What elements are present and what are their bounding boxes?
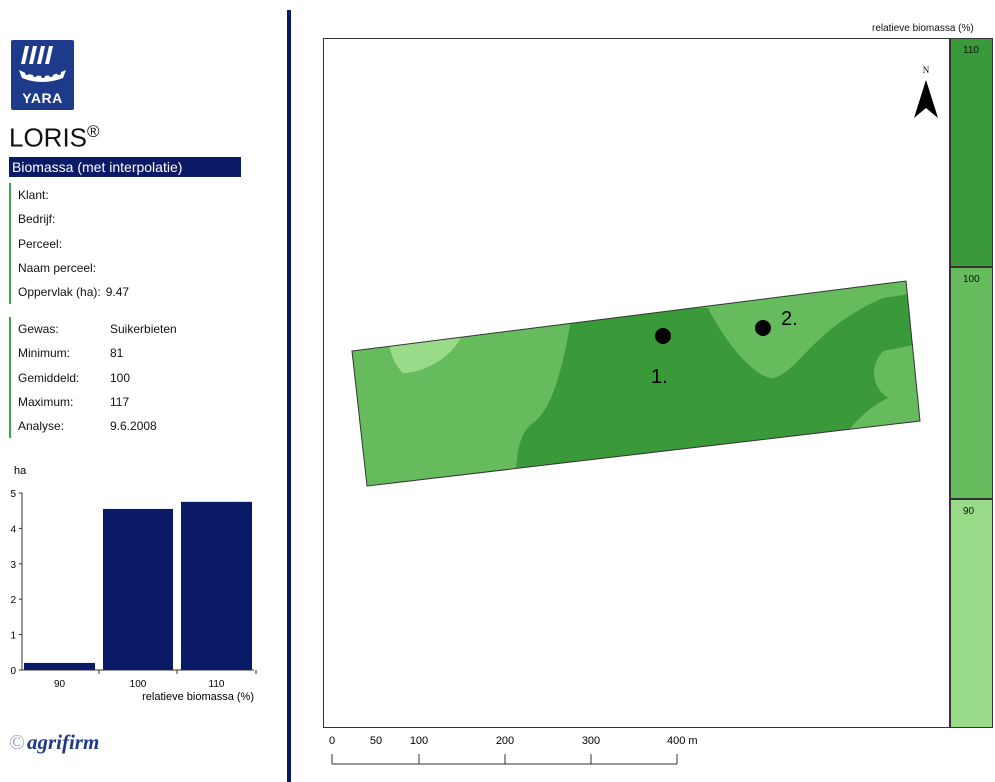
scale-ticks: 0 50 100 200 300 400 m: [329, 735, 698, 764]
north-arrow-icon: [914, 80, 938, 118]
scale-bar: 0 50 100 200 300 400 m: [329, 735, 698, 765]
scale-label: 300: [582, 735, 600, 747]
info-label: Minimum:: [18, 346, 71, 361]
y-tick-label: 4: [10, 524, 16, 535]
info-value: Suikerbieten: [110, 322, 177, 336]
scale-label: 0: [329, 735, 335, 747]
x-tick-label: 110: [209, 679, 225, 690]
y-tick-label: 0: [10, 666, 16, 677]
scale-label: 200: [496, 735, 514, 747]
info-row-average: Gemiddeld: 100: [18, 366, 177, 390]
info-row-area: Oppervlak (ha): 9.47: [18, 280, 129, 304]
info-row-parcel-name: Naam perceel:: [18, 256, 129, 280]
y-axis-label: ha: [14, 465, 27, 477]
info-label: Klant:: [18, 188, 49, 202]
sample-label-2: 2.: [781, 308, 798, 330]
biomass-map: 1. 2. N: [351, 65, 938, 487]
x-ticks: 90 100 110: [54, 670, 257, 690]
legend-item-90: 90: [950, 499, 993, 728]
biomass-histogram: ha 0 1 2 3 4 5 90 100 110 relatieve biomassa (%…: [10, 465, 257, 703]
map-frame: [323, 38, 950, 728]
info-value: 9.47: [105, 285, 130, 300]
y-tick: 5: [10, 489, 22, 500]
bar-100: [103, 508, 173, 670]
y-tick-label: 1: [10, 631, 16, 642]
bar-90: [24, 662, 95, 670]
field-outline: [351, 280, 921, 487]
yara-logo: YARA: [11, 40, 74, 110]
info-label: Gemiddeld:: [18, 370, 80, 385]
report-title: Biomassa (met interpolatie): [9, 157, 241, 177]
info-row-maximum: Maximum: 117: [18, 390, 177, 414]
legend-title: relatieve biomassa (%): [872, 23, 974, 34]
field-zones: [352, 281, 920, 486]
y-ticks: 0 1 2 3 4 5: [10, 489, 22, 677]
scale-label: 50: [370, 735, 382, 747]
sample-point-1: [655, 328, 671, 344]
x-tick-label: 100: [130, 679, 147, 690]
info-row-analysis: Analyse: 9.6.2008: [18, 414, 177, 438]
info-label: Naam perceel:: [18, 260, 97, 275]
scale-label: 400 m: [667, 735, 698, 747]
info-label: Analyse:: [18, 419, 65, 434]
partner-name: agrifirm: [26, 730, 100, 754]
agrifirm-logo: ©agrifirm: [9, 730, 99, 755]
info-value: 100: [110, 370, 131, 385]
copyright-icon: ©: [9, 730, 25, 754]
bars: [24, 501, 252, 670]
info-row-company: Bedrijf:: [18, 207, 129, 231]
y-tick: 2: [10, 595, 22, 606]
y-tick: 0: [10, 666, 22, 677]
zone-100-edge: [843, 338, 920, 438]
info-row-parcel: Perceel:: [18, 232, 129, 256]
y-tick-label: 2: [10, 595, 16, 606]
info-value: 9.6.2008: [110, 419, 157, 434]
viking-ship-icon: [19, 46, 66, 82]
y-tick-label: 3: [10, 560, 16, 571]
bar-110: [181, 501, 252, 670]
info-label: Gewas:: [18, 322, 59, 336]
field-info-group: Klant: Bedrijf: Perceel: Naam perceel: O…: [9, 183, 129, 305]
info-label: Perceel:: [18, 236, 63, 251]
logo-text: YARA: [22, 90, 63, 106]
y-tick: 3: [10, 560, 22, 571]
crop-info-group: Gewas: Suikerbieten Minimum: 81 Gemiddeld:…: [9, 317, 177, 439]
legend-label: 110: [963, 45, 979, 56]
product-title: LORIS: [9, 122, 88, 153]
info-row-minimum: Minimum: 81: [18, 341, 177, 365]
sample-label-1: 1.: [651, 366, 668, 388]
legend-label: 90: [963, 506, 975, 517]
zone-100-notch: [708, 281, 893, 378]
x-tick-label: 90: [54, 679, 66, 690]
y-tick: 4: [10, 524, 22, 535]
info-row-crop: Gewas: Suikerbieten: [18, 317, 177, 341]
registered-mark: ®: [87, 122, 100, 141]
legend-item-110: 110: [950, 38, 993, 267]
info-label: Oppervlak (ha):: [18, 285, 101, 300]
y-tick-label: 5: [10, 489, 16, 500]
scale-label: 100: [410, 735, 428, 747]
info-value: 81: [110, 346, 124, 361]
x-axis-label: relatieve biomassa (%): [142, 691, 254, 703]
y-tick: 1: [10, 631, 22, 642]
info-label: Bedrijf:: [18, 212, 56, 227]
info-value: 117: [110, 394, 130, 409]
legend-item-100: 100: [950, 267, 993, 499]
panel-divider: [287, 10, 291, 782]
north-label: N: [923, 65, 930, 75]
info-row-client: Klant:: [18, 183, 129, 207]
sample-point-2: [755, 320, 771, 336]
product-name: LORIS®: [9, 122, 100, 154]
legend-label: 100: [963, 274, 980, 285]
info-label: Maximum:: [18, 394, 74, 409]
